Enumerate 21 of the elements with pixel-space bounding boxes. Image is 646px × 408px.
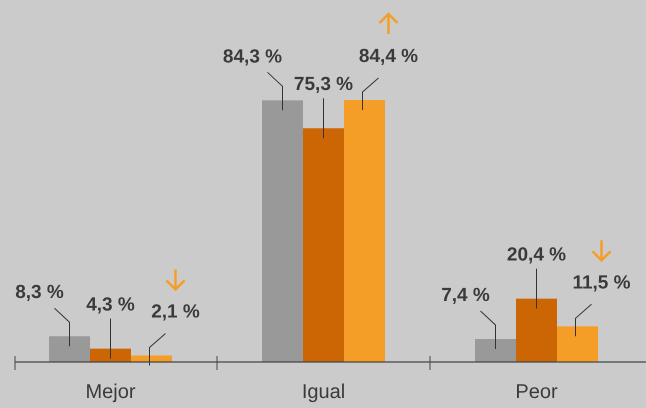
data-label: 4,3 % xyxy=(86,294,135,316)
data-label: 84,4 % xyxy=(358,46,418,67)
bar xyxy=(516,298,557,362)
bar xyxy=(475,339,516,362)
x-tick-label: Igual xyxy=(302,381,346,403)
bar xyxy=(303,128,344,362)
bar xyxy=(90,348,131,362)
data-label: 2,1 % xyxy=(151,301,200,322)
x-tick-label: Peor xyxy=(515,381,558,403)
data-label: 20,4 % xyxy=(506,244,566,266)
x-tick-label: Mejor xyxy=(85,381,136,403)
data-label: 7,4 % xyxy=(441,285,490,306)
bar xyxy=(49,336,90,362)
bar xyxy=(557,326,598,362)
data-label: 8,3 % xyxy=(15,282,64,304)
bar xyxy=(344,100,385,362)
data-label: 75,3 % xyxy=(294,74,354,96)
bar xyxy=(131,355,172,362)
data-label: 11,5 % xyxy=(572,272,631,294)
data-label: 84,3 % xyxy=(222,46,282,68)
bar xyxy=(262,100,303,362)
